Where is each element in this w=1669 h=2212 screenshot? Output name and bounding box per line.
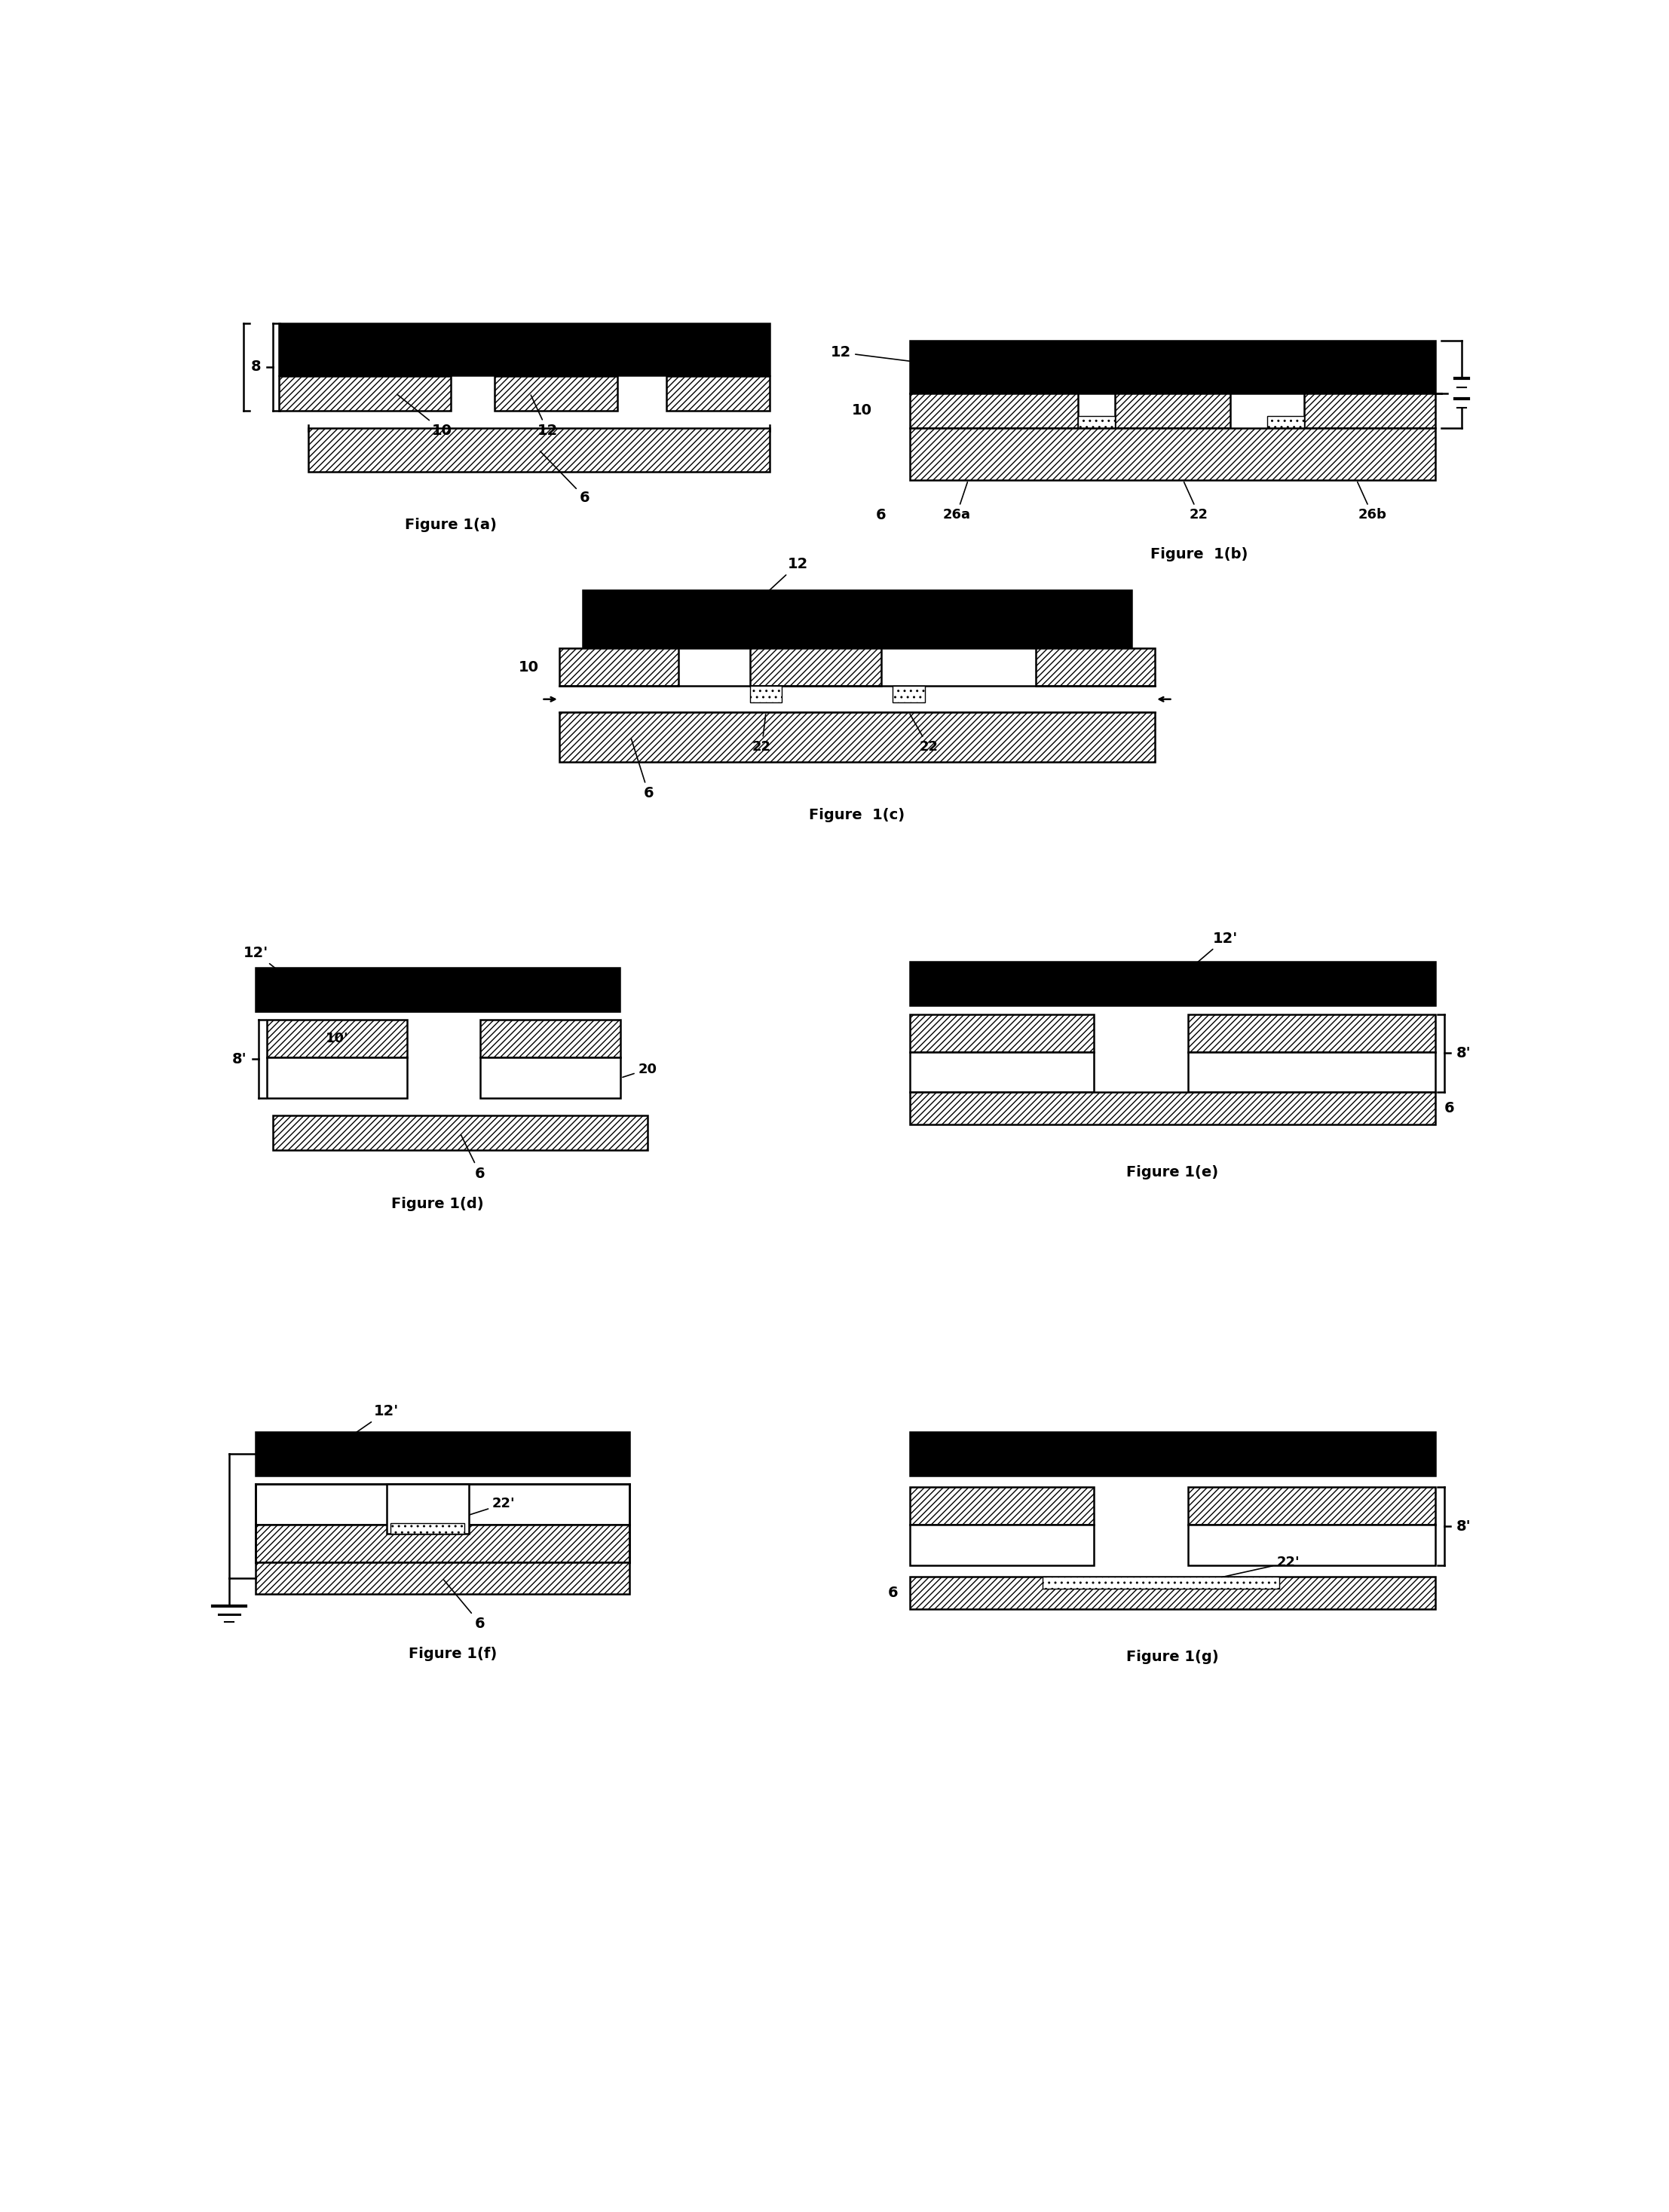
Bar <box>910 1524 1093 1566</box>
Bar <box>267 1020 407 1057</box>
Bar <box>893 686 925 703</box>
Bar <box>749 648 881 686</box>
Bar <box>910 1486 1093 1524</box>
Bar <box>1078 416 1115 427</box>
Bar <box>910 1431 1435 1475</box>
Bar <box>1188 1051 1435 1093</box>
Text: 6: 6 <box>461 1135 486 1181</box>
Text: 12': 12' <box>327 1405 399 1453</box>
Bar <box>481 1020 621 1057</box>
Bar <box>255 1524 629 1562</box>
Bar <box>494 376 618 411</box>
Text: 10': 10' <box>325 1033 349 1046</box>
Bar <box>910 1013 1093 1051</box>
Bar <box>274 1115 648 1150</box>
Text: 6: 6 <box>876 509 886 522</box>
Bar <box>559 648 678 686</box>
Bar <box>910 394 1078 427</box>
Text: 22: 22 <box>910 714 938 754</box>
Text: Figure  1(b): Figure 1(b) <box>1150 546 1248 562</box>
Text: 8': 8' <box>1455 1046 1470 1060</box>
Bar <box>1043 1577 1278 1588</box>
Text: 12': 12' <box>244 947 300 989</box>
Text: 22': 22' <box>1198 1555 1300 1582</box>
Bar <box>279 323 769 376</box>
Text: 10: 10 <box>397 394 452 438</box>
Bar <box>1188 1524 1435 1566</box>
Bar <box>559 712 1155 761</box>
Text: 22: 22 <box>753 714 771 754</box>
Bar <box>910 1093 1435 1124</box>
Text: Figure  1(c): Figure 1(c) <box>809 807 905 823</box>
Text: 12: 12 <box>531 396 557 438</box>
Text: 8: 8 <box>250 361 262 374</box>
Text: 22: 22 <box>1183 482 1208 522</box>
Text: 12: 12 <box>831 345 955 367</box>
Text: 8': 8' <box>232 1053 247 1066</box>
Bar <box>255 1431 629 1475</box>
Bar <box>255 1484 629 1524</box>
Text: 12': 12' <box>1175 931 1238 982</box>
Text: 6: 6 <box>888 1586 898 1599</box>
Text: 6: 6 <box>541 451 591 504</box>
Text: Figure 1(d): Figure 1(d) <box>391 1197 484 1212</box>
Bar <box>255 967 619 1011</box>
Text: Figure 1(g): Figure 1(g) <box>1127 1650 1218 1663</box>
Bar <box>910 1051 1093 1093</box>
Bar <box>910 1577 1435 1608</box>
Bar <box>391 1524 464 1533</box>
Bar <box>309 427 769 471</box>
Bar <box>267 1057 407 1097</box>
Bar <box>1303 394 1435 427</box>
Bar <box>582 591 1132 648</box>
Bar <box>481 1057 621 1097</box>
Bar <box>1267 416 1303 427</box>
Text: Figure 1(a): Figure 1(a) <box>404 518 496 533</box>
Text: 6: 6 <box>1444 1102 1454 1115</box>
Bar <box>387 1484 469 1533</box>
Bar <box>1036 648 1155 686</box>
Text: 6: 6 <box>631 739 654 801</box>
Bar <box>279 376 451 411</box>
Text: 12: 12 <box>739 557 808 617</box>
Text: Figure 1(f): Figure 1(f) <box>409 1646 497 1661</box>
Bar <box>1188 1013 1435 1051</box>
Text: 26b: 26b <box>1357 482 1387 522</box>
Bar <box>255 1562 629 1595</box>
Bar <box>1115 394 1230 427</box>
Bar <box>910 962 1435 1004</box>
Text: 22': 22' <box>429 1498 516 1528</box>
Bar <box>666 376 769 411</box>
Text: 8': 8' <box>1455 1520 1470 1533</box>
Text: 26a: 26a <box>943 482 970 522</box>
Bar <box>910 341 1435 394</box>
Text: Figure 1(e): Figure 1(e) <box>1127 1166 1218 1179</box>
Bar <box>749 686 783 703</box>
Bar <box>1188 1486 1435 1524</box>
Text: 20: 20 <box>623 1062 658 1077</box>
Text: 10: 10 <box>519 659 539 675</box>
Text: 10: 10 <box>851 403 871 418</box>
Bar <box>910 427 1435 480</box>
Text: 6: 6 <box>444 1579 486 1630</box>
